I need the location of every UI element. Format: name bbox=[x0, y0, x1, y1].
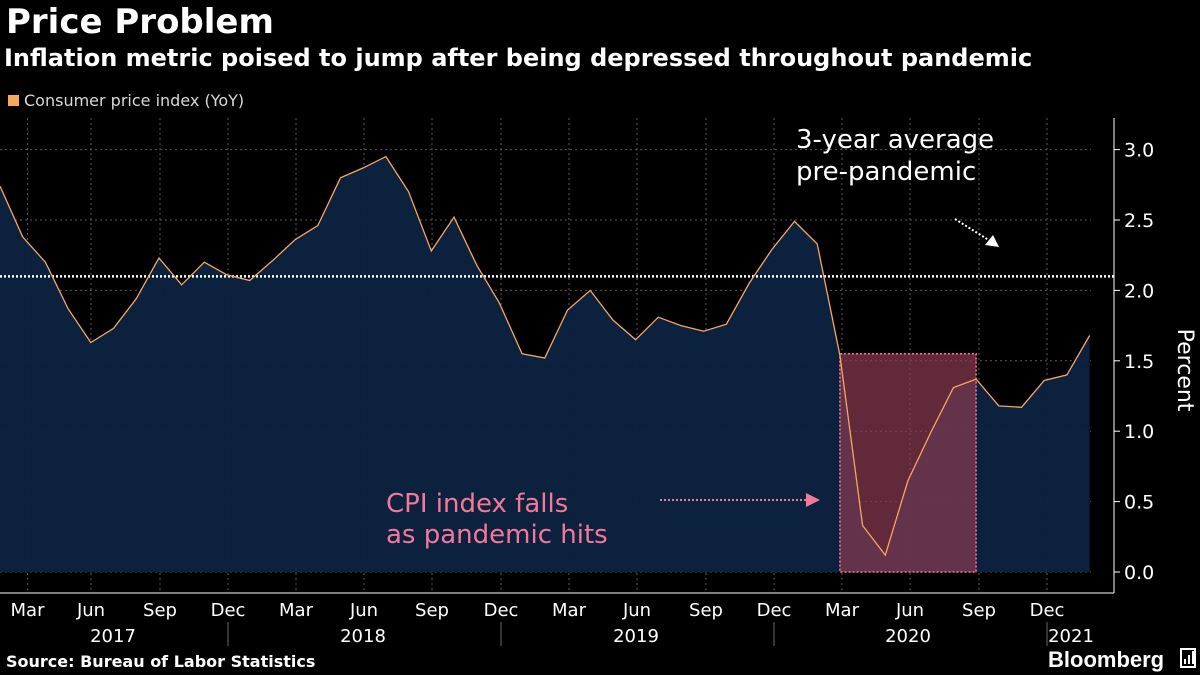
legend-swatch bbox=[8, 95, 19, 106]
legend: Consumer price index (YoY) bbox=[8, 91, 244, 110]
y-tick-label: 2.0 bbox=[1124, 280, 1154, 302]
x-tick-label: Jun bbox=[622, 600, 651, 621]
x-tick-label: Mar bbox=[279, 600, 314, 621]
x-tick-label: Jun bbox=[349, 600, 378, 621]
y-tick-label: 0.0 bbox=[1124, 562, 1154, 584]
annotation-pandemic-line-1: CPI index falls bbox=[386, 489, 568, 519]
x-tick-label: Mar bbox=[552, 600, 587, 621]
x-year-label: 2018 bbox=[340, 626, 386, 647]
x-tick-label: Dec bbox=[211, 600, 246, 621]
x-year-label: 2021 bbox=[1048, 626, 1094, 647]
x-tick-label: Dec bbox=[484, 600, 519, 621]
x-year-label: 2017 bbox=[90, 626, 136, 647]
y-tick-label: 1.0 bbox=[1124, 421, 1154, 443]
x-tick-label: Sep bbox=[962, 600, 996, 621]
series-area bbox=[0, 156, 1090, 572]
x-tick-label: Mar bbox=[825, 600, 860, 621]
x-tick-label: Sep bbox=[143, 600, 177, 621]
x-year-label: 2020 bbox=[885, 626, 931, 647]
axes: 0.0 0.5 1.0 1.5 2.0 2.5 3.0 Percent Mar Jun Sep Dec… bbox=[0, 118, 1197, 647]
series-area-fill bbox=[0, 156, 1090, 572]
x-tick-label: Dec bbox=[757, 600, 792, 621]
x-tick-label: Sep bbox=[415, 600, 449, 621]
x-tick-label: Sep bbox=[689, 600, 723, 621]
annotation-arrow-head bbox=[985, 235, 999, 247]
y-tick-label: 0.5 bbox=[1124, 492, 1154, 514]
y-tick-label: 1.5 bbox=[1124, 351, 1154, 373]
annotation-pandemic-line-2: as pandemic hits bbox=[386, 520, 608, 550]
y-tick-label: 2.5 bbox=[1124, 210, 1154, 232]
pandemic-arrow-head bbox=[806, 493, 820, 507]
annotation-average-line-2: pre-pandemic bbox=[796, 157, 976, 187]
highlight-group bbox=[839, 353, 977, 573]
bloomberg-logo: Bloomberg bbox=[1048, 647, 1165, 672]
x-tick-label: Mar bbox=[11, 600, 46, 621]
x-tick-label: Jun bbox=[895, 600, 924, 621]
chart-subtitle: Inflation metric poised to jump after be… bbox=[4, 44, 1033, 72]
chart-title: Price Problem bbox=[6, 2, 274, 42]
cpi-series-line bbox=[0, 155, 1091, 557]
annotation-average-line-1: 3-year average bbox=[796, 125, 994, 155]
pandemic-highlight-box bbox=[839, 353, 977, 573]
y-axis-label: Percent bbox=[1172, 329, 1197, 412]
x-tick-label: Dec bbox=[1030, 600, 1065, 621]
x-tick-label: Jun bbox=[76, 600, 105, 621]
y-tick-label: 3.0 bbox=[1124, 140, 1154, 162]
legend-label: Consumer price index (YoY) bbox=[24, 91, 245, 110]
bloomberg-chart-icon bbox=[1180, 648, 1196, 668]
source-note: Source: Bureau of Labor Statistics bbox=[6, 652, 316, 671]
x-year-label: 2019 bbox=[613, 626, 659, 647]
series-line-group bbox=[0, 155, 1091, 557]
